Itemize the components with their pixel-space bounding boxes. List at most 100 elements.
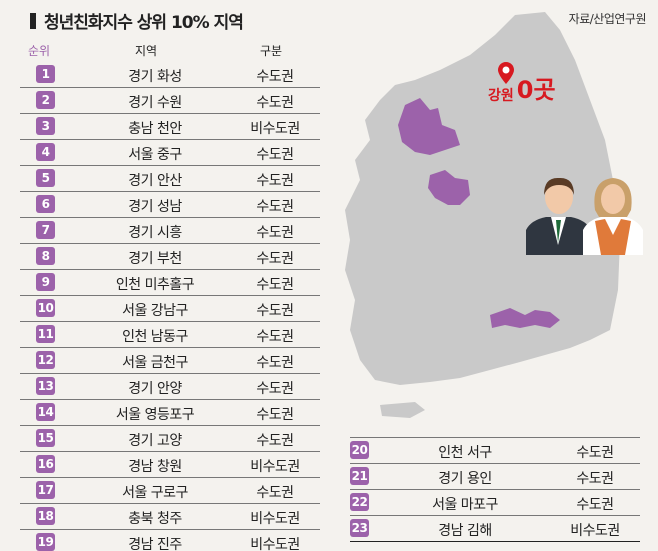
- jeju-island: [380, 402, 425, 418]
- table-header: 순위 지역 구분: [20, 40, 320, 60]
- region-category: 비수도권: [570, 523, 620, 539]
- region-name: 서울 중구: [128, 147, 182, 163]
- rank-badge: 4: [36, 143, 55, 161]
- region-category: 수도권: [256, 355, 294, 371]
- ranking-table-left: 1 경기 화성 수도권 2 경기 수원 수도권 3 충남 천안 비수도권 4 서울 중구 수도권 5 경기…: [20, 62, 320, 551]
- region-name: 인천 미추홀구: [115, 277, 195, 293]
- region-name: 경기 수원: [128, 95, 182, 111]
- title-text: 청년친화지수 상위 10% 지역: [44, 13, 244, 33]
- table-row: 7 경기 시흥 수도권: [20, 218, 320, 244]
- table-row: 2 경기 수원 수도권: [20, 88, 320, 114]
- region-name: 경기 부천: [128, 251, 182, 267]
- man-icon: [526, 177, 591, 255]
- highlight-cheongju: [428, 170, 470, 205]
- region-name: 충북 청주: [128, 511, 182, 527]
- woman-icon: [583, 178, 643, 255]
- rank-badge: 17: [36, 481, 55, 499]
- table-row: 20 인천 서구 수도권: [350, 438, 640, 464]
- rank-badge: 18: [36, 507, 55, 525]
- table-row: 3 충남 천안 비수도권: [20, 114, 320, 140]
- region-category: 수도권: [256, 225, 294, 241]
- region-name: 경기 성남: [128, 199, 182, 215]
- rank-badge: 14: [36, 403, 55, 421]
- region-category: 비수도권: [250, 511, 300, 527]
- rank-badge: 16: [36, 455, 55, 473]
- region-name: 경기 시흥: [128, 225, 182, 241]
- region-category: 수도권: [256, 433, 294, 449]
- rank-badge: 10: [36, 299, 55, 317]
- header-region: 지역: [135, 44, 158, 58]
- rank-badge: 11: [36, 325, 55, 343]
- region-name: 서울 강남구: [122, 303, 188, 319]
- region-name: 경기 고양: [128, 433, 182, 449]
- page-title: 청년친화지수 상위 10% 지역: [30, 8, 244, 33]
- region-category: 수도권: [256, 485, 294, 501]
- table-row: 4 서울 중구 수도권: [20, 140, 320, 166]
- rank-badge: 22: [350, 493, 369, 511]
- region-category: 수도권: [576, 471, 614, 487]
- ranking-table-right: 20 인천 서구 수도권 21 경기 용인 수도권 22 서울 마포구 수도권 23 경남 김해 비수…: [350, 437, 640, 542]
- korea-map: [345, 12, 643, 418]
- table-row: 15 경기 고양 수도권: [20, 426, 320, 452]
- rank-badge: 5: [36, 169, 55, 187]
- rank-badge: 19: [36, 533, 55, 551]
- table-row: 11 인천 남동구 수도권: [20, 322, 320, 348]
- region-category: 비수도권: [250, 459, 300, 475]
- table-row: 1 경기 화성 수도권: [20, 62, 320, 88]
- region-name: 경기 안양: [128, 381, 182, 397]
- region-name: 경기 안산: [128, 173, 182, 189]
- region-name: 서울 금천구: [122, 355, 188, 371]
- rank-badge: 13: [36, 377, 55, 395]
- table-row: 10 서울 강남구 수도권: [20, 296, 320, 322]
- region-category: 수도권: [256, 381, 294, 397]
- rank-badge: 1: [36, 65, 55, 83]
- highlight-capital-area: [398, 98, 460, 155]
- table-row: 12 서울 금천구 수도권: [20, 348, 320, 374]
- pin-icon: [498, 62, 514, 84]
- table-row: 21 경기 용인 수도권: [350, 464, 640, 490]
- region-category: 수도권: [256, 303, 294, 319]
- table-row: 14 서울 영등포구 수도권: [20, 400, 320, 426]
- region-category: 수도권: [256, 147, 294, 163]
- rank-badge: 20: [350, 441, 369, 459]
- korea-landmass: [345, 12, 620, 385]
- rank-badge: 15: [36, 429, 55, 447]
- region-name: 서울 구로구: [122, 485, 188, 501]
- table-row: 6 경기 성남 수도권: [20, 192, 320, 218]
- region-name: 인천 남동구: [122, 329, 188, 345]
- region-category: 비수도권: [250, 537, 300, 551]
- rank-badge: 8: [36, 247, 55, 265]
- region-name: 인천 서구: [438, 445, 492, 461]
- region-name: 충남 천안: [128, 121, 182, 137]
- table-row: 22 서울 마포구 수도권: [350, 490, 640, 516]
- region-name: 서울 영등포구: [115, 407, 195, 423]
- region-name: 경남 진주: [128, 537, 182, 551]
- table-row: 23 경남 김해 비수도권: [350, 516, 640, 542]
- region-category: 수도권: [576, 445, 614, 461]
- region-category: 수도권: [256, 407, 294, 423]
- region-name: 경남 김해: [438, 523, 492, 539]
- gangwon-callout: 강원 0곳: [488, 70, 556, 105]
- region-category: 수도권: [256, 69, 294, 85]
- region-category: 수도권: [256, 95, 294, 111]
- region-category: 비수도권: [250, 121, 300, 137]
- region-category: 수도권: [256, 277, 294, 293]
- header-category: 구분: [260, 44, 283, 58]
- table-row: 18 충북 청주 비수도권: [20, 504, 320, 530]
- rank-badge: 9: [36, 273, 55, 291]
- header-rank: 순위: [28, 44, 51, 58]
- table-row: 5 경기 안산 수도권: [20, 166, 320, 192]
- rank-badge: 7: [36, 221, 55, 239]
- region-name: 경기 용인: [438, 471, 492, 487]
- region-category: 수도권: [576, 497, 614, 513]
- callout-count: 0곳: [516, 76, 556, 104]
- region-category: 수도권: [256, 251, 294, 267]
- callout-region: 강원: [488, 88, 514, 104]
- table-row: 9 인천 미추홀구 수도권: [20, 270, 320, 296]
- rank-badge: 2: [36, 91, 55, 109]
- region-name: 경기 화성: [128, 69, 182, 85]
- table-row: 19 경남 진주 비수도권: [20, 530, 320, 551]
- source-note: 자료/산업연구원: [568, 12, 647, 26]
- rank-badge: 6: [36, 195, 55, 213]
